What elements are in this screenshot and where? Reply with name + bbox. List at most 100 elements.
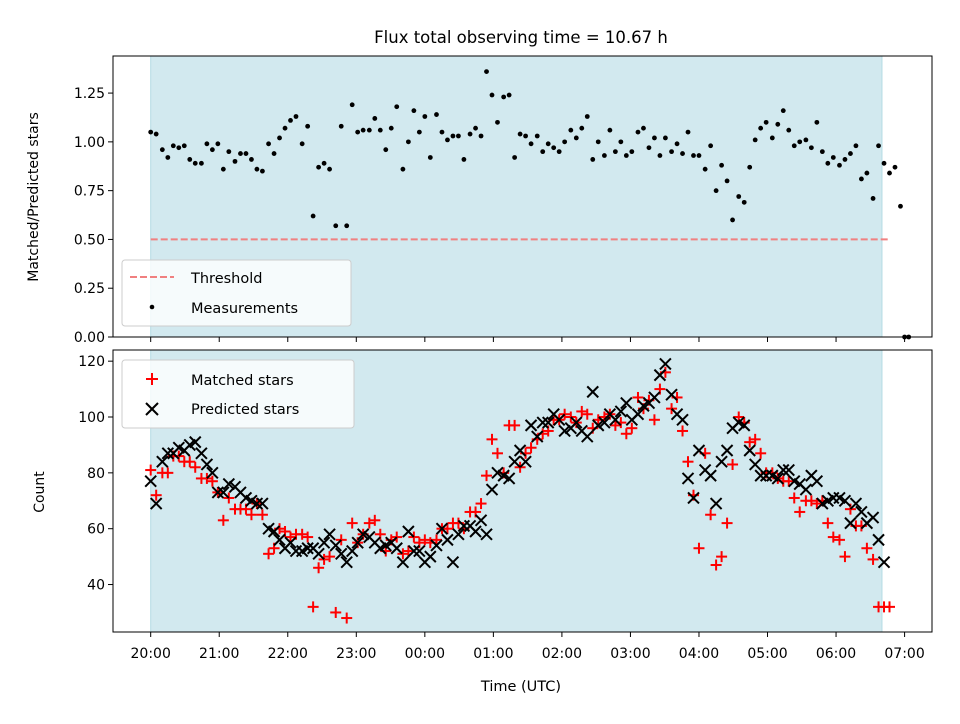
matched-marker: [346, 517, 358, 529]
matched-marker: [217, 514, 229, 526]
matched-marker: [408, 531, 420, 543]
measurement-point: [416, 129, 422, 135]
matched-marker: [749, 433, 761, 445]
legend-matched-label: Matched stars: [191, 373, 294, 389]
predicted-marker: [872, 533, 885, 547]
matched-marker: [833, 534, 845, 546]
measurement-point: [674, 141, 680, 147]
measurement-point: [450, 133, 456, 139]
predicted-marker: [771, 472, 785, 485]
measurement-point: [288, 117, 293, 123]
chart-title: Flux total observing time = 10.67 h: [374, 28, 668, 47]
measurement-point: [383, 147, 389, 153]
measurement-point: [226, 149, 232, 155]
bottom-legend: Matched stars Predicted stars: [121, 359, 355, 429]
matched-marker: [145, 464, 157, 476]
measurement-point: [238, 151, 243, 156]
predicted-marker: [552, 413, 566, 427]
measurement-point: [484, 69, 489, 75]
measurement-point: [478, 133, 484, 139]
measurement-point: [209, 147, 215, 153]
measurement-point: [825, 160, 831, 166]
measurement-point: [271, 151, 277, 156]
predicted-marker: [217, 486, 230, 499]
matched-marker: [223, 492, 235, 504]
matched-marker: [256, 509, 268, 521]
predicted-marker: [838, 494, 852, 507]
measurement-point: [719, 162, 724, 168]
measurement-point: [400, 166, 406, 172]
measurement-point: [602, 153, 607, 158]
measurement-point: [411, 108, 417, 114]
measurement-point: [377, 127, 383, 133]
predicted-marker: [256, 497, 269, 510]
measurement-point: [752, 137, 758, 143]
measurement-point: [456, 133, 461, 139]
predicted-marker: [558, 424, 571, 438]
measurement-point: [153, 131, 159, 137]
predicted-marker: [508, 455, 521, 468]
predicted-marker: [738, 419, 751, 432]
predicted-marker: [704, 469, 717, 482]
measurement-point: [282, 125, 288, 131]
bottom-plot-frame: [112, 349, 933, 633]
matched-marker: [648, 414, 660, 426]
measurement-point: [579, 125, 585, 131]
predicted-marker: [631, 408, 645, 421]
measurement-point: [635, 129, 641, 135]
legend-measurements-label: Measurements: [191, 301, 298, 317]
predicted-marker: [614, 405, 628, 418]
matched-marker: [839, 551, 851, 563]
predicted-marker: [782, 463, 795, 477]
predicted-marker: [149, 497, 163, 510]
top-measurements: [148, 69, 912, 340]
measurement-point: [830, 155, 836, 160]
measurement-point: [445, 137, 450, 143]
measurement-point: [786, 127, 792, 133]
measurement-point: [220, 166, 226, 172]
predicted-marker: [799, 483, 813, 496]
matched-marker: [307, 601, 319, 613]
matched-marker: [369, 514, 381, 526]
matched-marker: [330, 606, 342, 618]
measurement-point: [540, 149, 546, 155]
matched-marker: [788, 492, 800, 504]
y-tick-label: 0.75: [74, 184, 105, 200]
measurement-point: [427, 155, 433, 160]
measurement-point: [758, 125, 764, 131]
matched-marker: [861, 542, 873, 554]
legend-matched-swatch: [146, 373, 158, 385]
measurement-point: [887, 170, 892, 176]
measurement-point: [713, 188, 719, 194]
matched-marker: [189, 461, 201, 473]
predicted-marker: [351, 536, 364, 549]
predicted-marker: [356, 528, 370, 541]
matched-marker: [727, 458, 739, 470]
measurement-point: [892, 164, 898, 170]
measurement-point: [646, 145, 652, 151]
matched-marker: [491, 447, 503, 459]
measurement-point: [803, 137, 809, 143]
measurement-point: [310, 213, 316, 219]
measurement-point: [669, 149, 674, 155]
legend-measurements-swatch: [149, 304, 155, 310]
measurement-point: [277, 135, 282, 141]
measurement-point: [736, 194, 742, 199]
measurement-point: [859, 176, 864, 182]
measurement-point: [495, 119, 500, 125]
measurement-point: [797, 139, 803, 145]
measurement-point: [545, 141, 551, 147]
measurement-point: [405, 139, 411, 145]
measurement-point: [763, 119, 769, 125]
predicted-marker: [435, 522, 449, 535]
x-tick-label: 02:00: [542, 646, 582, 662]
predicted-marker: [222, 477, 236, 491]
measurement-point: [523, 133, 528, 139]
x-tick-label: 22:00: [268, 646, 308, 662]
measurement-point: [641, 125, 646, 131]
measurement-point: [394, 104, 400, 110]
measurement-point: [898, 203, 903, 209]
measurement-point: [607, 127, 613, 133]
predicted-marker: [653, 368, 667, 382]
